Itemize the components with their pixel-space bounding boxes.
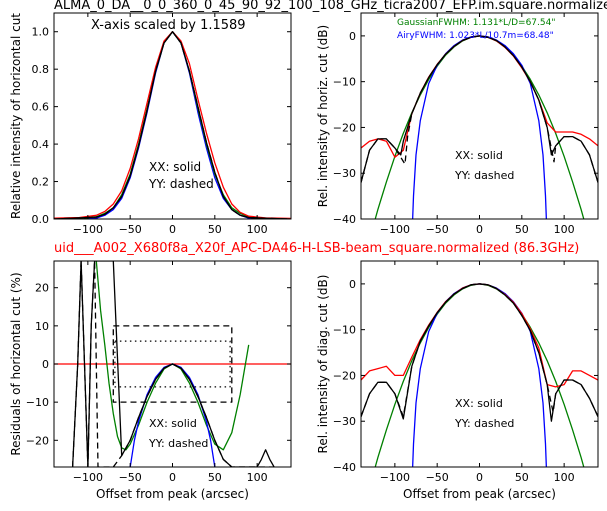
- plot-area: [54, 31, 291, 219]
- x-tick-label: −50: [119, 471, 142, 484]
- plot-area: [361, 35, 598, 219]
- y-tick-label: −10: [333, 324, 356, 337]
- x-tick-label: −50: [426, 223, 449, 236]
- x-tick-label: 50: [515, 471, 529, 484]
- plot-area: [54, 261, 291, 467]
- y-axis-label: Residuals of horizontal cut (%): [9, 272, 23, 455]
- x-tick-label: −50: [426, 471, 449, 484]
- series-line: [361, 283, 598, 418]
- legend-entry: AiryFWHM: 1.023*L/10.7m=68.48": [397, 31, 554, 41]
- axes-frame: [360, 260, 599, 468]
- y-tick-label: 0.0: [32, 213, 50, 226]
- x-tick-label: 100: [247, 471, 268, 484]
- annotation-text: XX: solid: [455, 149, 503, 162]
- legend-entry: GaussianFWHM: 1.131*L/D=67.54": [397, 18, 555, 28]
- series-line: [54, 31, 291, 219]
- x-tick-label: 50: [208, 471, 222, 484]
- x-tick-label: 100: [247, 223, 268, 236]
- x-tick-label: −100: [380, 471, 410, 484]
- y-tick-label: −20: [26, 434, 49, 447]
- annotation-text: XX: solid: [149, 417, 197, 430]
- x-tick-label: 0: [476, 223, 483, 236]
- y-tick-label: 1.0: [32, 26, 50, 39]
- y-axis-label: Relative intensity of horizontal cut: [9, 13, 23, 219]
- y-tick-label: −20: [333, 121, 356, 134]
- y-tick-label: 0: [349, 278, 356, 291]
- axes-frame: [360, 12, 599, 220]
- annotation-text: XX: solid: [149, 160, 201, 174]
- x-tick-label: 100: [554, 471, 575, 484]
- y-tick-label: 20: [35, 282, 49, 295]
- y-axis-label: Rel. intensity of diag. cut (dB): [316, 275, 330, 454]
- y-tick-label: 10: [35, 320, 49, 333]
- series-line: [112, 325, 233, 403]
- y-tick-label: −30: [333, 167, 356, 180]
- y-tick-label: 0.8: [32, 63, 50, 76]
- x-tick-label: 0: [169, 223, 176, 236]
- series-line: [71, 261, 275, 467]
- panel-p1: −100 −50 0 50 100 0.0 0.2 0.4 0.6 0.8 1.0 Relative …: [9, 12, 292, 236]
- x-axis-label: Offset from peak (arcsec): [403, 487, 556, 501]
- figure-top-title: ALMA_0_DA__0_0_360_0_45_90_92_100_108_GH…: [54, 0, 607, 13]
- x-tick-label: −100: [73, 471, 103, 484]
- series-line: [411, 283, 548, 467]
- x-tick-label: 50: [515, 223, 529, 236]
- y-tick-label: 0.4: [32, 138, 50, 151]
- annotation-text: X-axis scaled by 1.1589: [91, 18, 246, 33]
- y-tick-label: −10: [333, 76, 356, 89]
- x-axis-label: Offset from peak (arcsec): [96, 487, 249, 501]
- x-tick-label: 0: [476, 471, 483, 484]
- x-tick-label: 0: [169, 471, 176, 484]
- plot-area: [361, 283, 598, 467]
- series-line: [361, 283, 598, 388]
- x-tick-label: −100: [380, 223, 410, 236]
- series-line: [129, 363, 216, 467]
- y-tick-label: −40: [333, 461, 356, 474]
- annotation-text: YY: dashed: [454, 169, 514, 182]
- y-tick-label: −40: [333, 213, 356, 226]
- annotation-text: YY: dashed: [454, 417, 514, 430]
- y-tick-label: −30: [333, 415, 356, 428]
- series-line: [361, 35, 598, 183]
- y-tick-label: 0.2: [32, 176, 50, 189]
- y-tick-label: −10: [26, 396, 49, 409]
- series-line: [411, 35, 548, 219]
- figure-mid-title: uid___A002_X680f8a_X20f_APC-DA46-H-LSB-b…: [54, 241, 579, 256]
- x-tick-label: 100: [554, 223, 575, 236]
- y-tick-label: −20: [333, 369, 356, 382]
- annotation-text: YY: dashed: [148, 177, 214, 191]
- annotation-text: YY: dashed: [148, 437, 208, 450]
- x-tick-label: −50: [119, 223, 142, 236]
- y-tick-label: 0: [349, 30, 356, 43]
- series-line: [114, 340, 231, 388]
- y-tick-label: 0: [42, 358, 49, 371]
- x-tick-label: 50: [208, 223, 222, 236]
- y-axis-label: Rel. intensity of horiz. cut (dB): [316, 25, 330, 207]
- y-tick-label: 0.6: [32, 101, 50, 114]
- annotation-text: XX: solid: [455, 397, 503, 410]
- x-tick-label: −100: [73, 223, 103, 236]
